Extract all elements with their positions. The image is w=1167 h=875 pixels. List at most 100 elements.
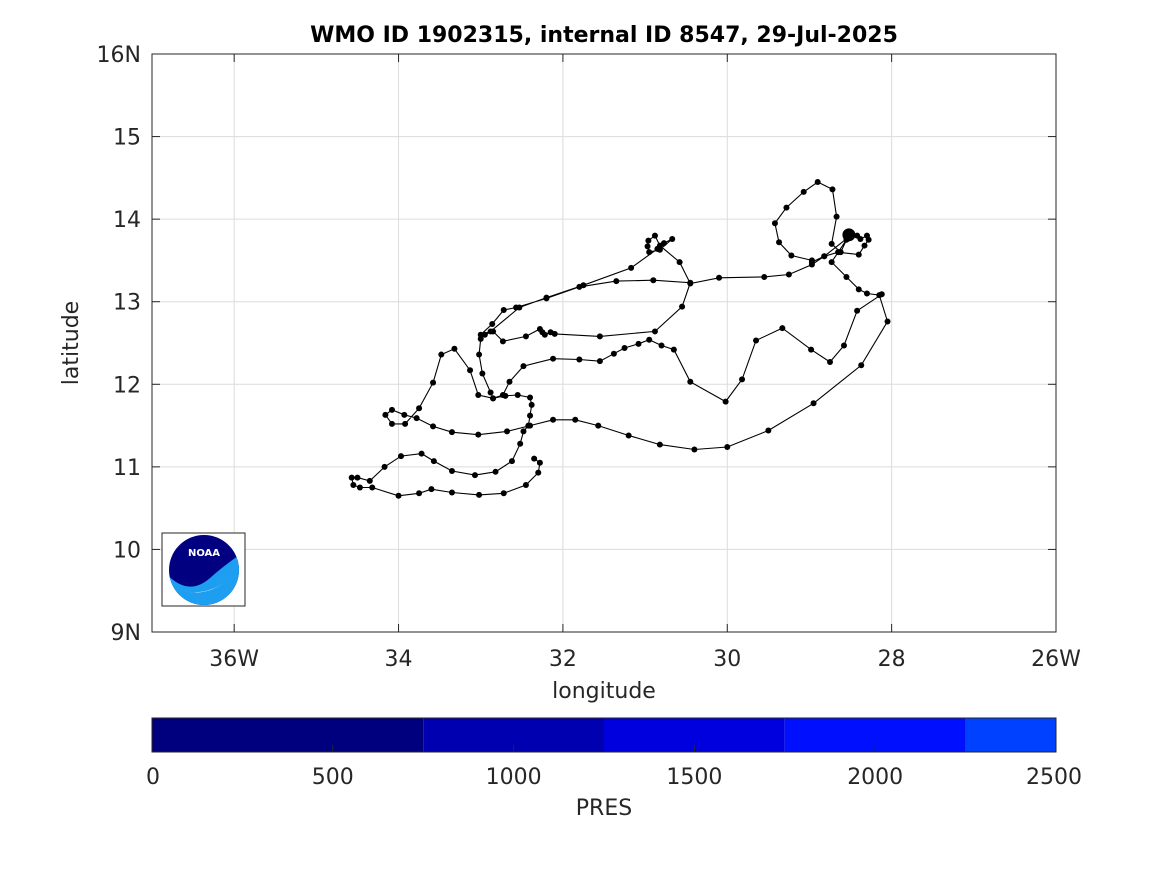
profile-point [572, 416, 579, 423]
profile-point [522, 333, 529, 340]
colorbar-tick-label: 2500 [1026, 765, 1082, 790]
profile-point [520, 428, 527, 435]
profile-point [828, 240, 835, 247]
profile-point [857, 235, 864, 242]
profile-point [835, 249, 842, 256]
profile-point [779, 325, 786, 332]
x-tick-label: 34 [385, 647, 413, 672]
profile-point [646, 249, 653, 256]
y-tick-label: 12 [113, 373, 141, 398]
float-track [348, 178, 891, 499]
profile-point [475, 431, 482, 438]
profile-point [724, 444, 731, 451]
profile-point [543, 294, 550, 301]
profile-point [366, 477, 373, 484]
profile-point [467, 367, 474, 374]
profile-point [487, 328, 494, 335]
y-tick-label: 14 [113, 208, 141, 233]
profile-point [536, 459, 543, 466]
profile-point [388, 420, 395, 427]
profile-point [504, 428, 511, 435]
profile-point [402, 420, 409, 427]
profile-point [438, 351, 445, 358]
profile-point [800, 188, 807, 195]
last-position-marker [842, 228, 856, 242]
profile-point [350, 482, 357, 489]
y-tick-label: 9N [111, 621, 141, 646]
profile-point [451, 345, 458, 352]
profile-point [884, 318, 891, 325]
profile-point [596, 358, 603, 365]
profile-point [833, 213, 840, 220]
profile-point [858, 362, 865, 369]
x-tick-label: 26W [1031, 647, 1081, 672]
profile-point [398, 453, 405, 460]
profile-point [476, 491, 483, 498]
colorbar-ticks: 0 500 1000 1500 2000 2500 [146, 745, 1082, 790]
profile-point [644, 243, 651, 250]
profile-point [613, 278, 620, 285]
profile-point [753, 337, 760, 344]
profile-point [477, 331, 484, 338]
x-axis-label: longitude [552, 679, 656, 704]
colorbar-tick-label: 500 [312, 765, 354, 790]
profile-point [810, 400, 817, 407]
profile-point [878, 291, 885, 298]
profile-point [676, 259, 683, 266]
profile-point [528, 401, 535, 408]
y-tick-label: 15 [113, 126, 141, 151]
profile-point [621, 344, 628, 351]
profile-point [475, 392, 482, 399]
profile-point [854, 307, 861, 314]
profile-point [687, 378, 694, 385]
profile-point [656, 441, 663, 448]
profile-point [669, 235, 676, 242]
profile-point [500, 306, 507, 313]
profile-point [418, 450, 425, 457]
noaa-logo: NOAA [161, 532, 246, 607]
profile-point [479, 370, 486, 377]
profile-point [430, 379, 437, 386]
profile-point [416, 490, 423, 497]
profile-point [476, 351, 483, 358]
colorbar-segment [965, 718, 1056, 752]
profile-point [650, 277, 657, 284]
profile-point [550, 416, 557, 423]
profile-point [783, 204, 790, 211]
x-tick-label: 28 [878, 647, 906, 672]
profile-point [448, 467, 455, 474]
profile-point [855, 251, 862, 258]
profile-point [381, 463, 388, 470]
profile-point [788, 252, 795, 259]
profile-point [865, 236, 872, 243]
profile-point [388, 406, 395, 413]
profile-point [382, 411, 389, 418]
profile-point [348, 474, 355, 481]
profile-point [596, 333, 603, 340]
profile-point [808, 259, 815, 266]
profile-point [516, 304, 523, 311]
profile-point [855, 286, 862, 293]
profile-point [625, 432, 632, 439]
profile-point [430, 458, 437, 465]
colorbar-segment [152, 718, 424, 752]
profile-point [416, 405, 423, 412]
profile-point [369, 484, 376, 491]
profile-point [628, 264, 635, 271]
profile-point [490, 395, 497, 402]
profile-point [765, 427, 772, 434]
profile-point [430, 423, 437, 430]
profile-point [506, 378, 513, 385]
profile-point [471, 472, 478, 479]
profile-point [487, 389, 494, 396]
profile-point [477, 335, 484, 342]
profile-point [520, 363, 527, 370]
profile-point [843, 273, 850, 280]
colorbar-frame [151, 717, 1057, 753]
y-tick-label: 10 [113, 538, 141, 563]
profile-point [863, 290, 870, 297]
profile-point [500, 490, 507, 497]
profile-point [356, 484, 363, 491]
profile-point [481, 331, 488, 338]
